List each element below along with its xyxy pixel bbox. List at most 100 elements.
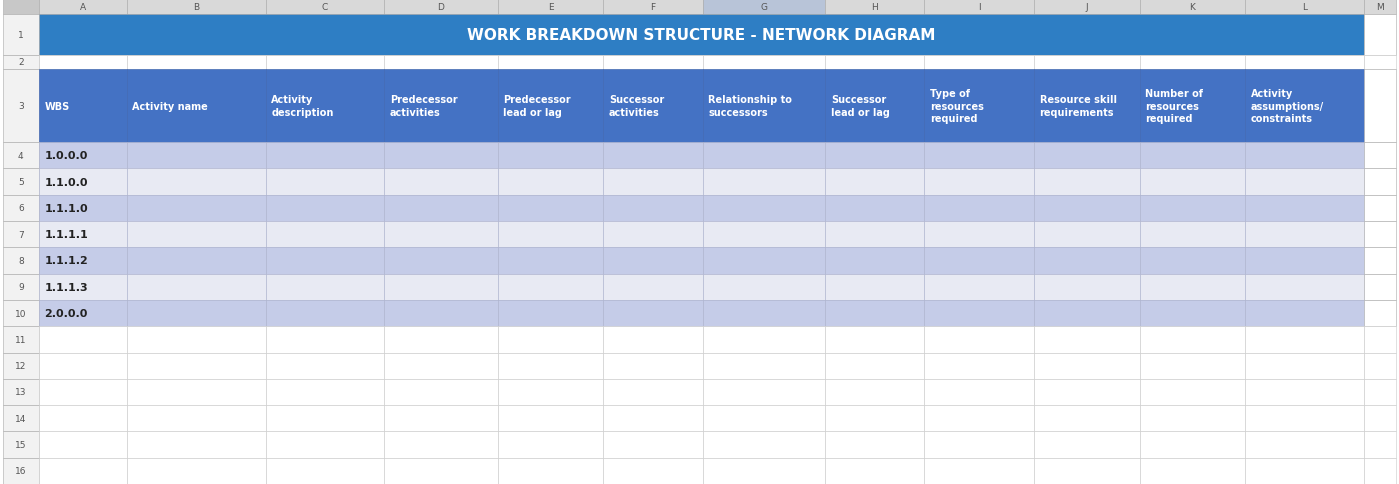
Bar	[266, 379, 385, 405]
Bar	[702, 353, 825, 379]
Bar	[498, 55, 603, 70]
Text: 2: 2	[18, 58, 24, 67]
Text: 13: 13	[15, 388, 27, 397]
Bar	[1364, 458, 1396, 484]
Bar	[266, 327, 385, 353]
Bar	[385, 300, 498, 327]
Bar	[825, 379, 925, 405]
Bar	[1034, 169, 1140, 196]
Bar	[266, 169, 385, 196]
Bar	[3, 0, 39, 15]
Text: 8: 8	[18, 257, 24, 265]
Bar	[266, 300, 385, 327]
Text: Relationship to
successors: Relationship to successors	[708, 95, 792, 118]
Bar	[3, 143, 39, 169]
Bar	[925, 432, 1034, 458]
Bar	[3, 353, 39, 379]
Bar	[39, 222, 126, 248]
Bar	[1140, 327, 1245, 353]
Bar	[126, 300, 266, 327]
Bar	[126, 405, 266, 432]
Bar	[1140, 143, 1245, 169]
Text: 2.0.0.0: 2.0.0.0	[45, 308, 88, 318]
Bar	[825, 327, 925, 353]
Bar	[603, 70, 702, 143]
Bar	[702, 432, 825, 458]
Bar	[1034, 327, 1140, 353]
Bar	[603, 458, 702, 484]
Bar	[266, 196, 385, 222]
Bar	[825, 300, 925, 327]
Bar	[385, 55, 498, 70]
Bar	[603, 274, 702, 300]
Bar	[603, 300, 702, 327]
Bar	[3, 222, 39, 248]
Text: 9: 9	[18, 283, 24, 292]
Bar	[39, 274, 126, 300]
Bar	[39, 196, 126, 222]
Bar	[1140, 300, 1245, 327]
Bar	[498, 353, 603, 379]
Bar	[925, 222, 1034, 248]
Bar	[925, 248, 1034, 274]
Text: M: M	[1377, 3, 1384, 12]
Bar	[1364, 405, 1396, 432]
Bar	[266, 432, 385, 458]
Bar	[266, 405, 385, 432]
Text: 1.1.1.2: 1.1.1.2	[45, 256, 88, 266]
Bar	[498, 222, 603, 248]
Bar	[702, 55, 825, 70]
Bar	[39, 458, 126, 484]
Bar	[3, 458, 39, 484]
Bar	[1245, 353, 1364, 379]
Bar	[126, 248, 266, 274]
Bar	[1140, 458, 1245, 484]
Bar	[39, 248, 126, 274]
Bar	[603, 379, 702, 405]
Text: Activity
description: Activity description	[271, 95, 334, 118]
Bar	[385, 432, 498, 458]
Bar	[1245, 143, 1364, 169]
Bar	[702, 70, 825, 143]
Bar	[3, 169, 39, 196]
Text: 1.1.1.3: 1.1.1.3	[45, 282, 88, 292]
Text: WBS: WBS	[45, 102, 70, 111]
Bar	[3, 248, 39, 274]
Bar	[126, 379, 266, 405]
Text: Predecessor
activities: Predecessor activities	[390, 95, 457, 118]
Bar	[498, 248, 603, 274]
Bar	[1245, 248, 1364, 274]
Bar	[266, 248, 385, 274]
Bar	[1364, 353, 1396, 379]
Bar	[1364, 55, 1396, 70]
Bar	[3, 300, 39, 327]
Text: J: J	[1086, 3, 1088, 12]
Bar	[702, 300, 825, 327]
Bar	[385, 0, 498, 15]
Bar	[39, 300, 126, 327]
Bar	[1245, 458, 1364, 484]
Bar	[1364, 143, 1396, 169]
Bar	[126, 458, 266, 484]
Bar	[925, 55, 1034, 70]
Bar	[702, 143, 825, 169]
Bar	[825, 196, 925, 222]
Text: 16: 16	[15, 467, 27, 475]
Bar	[1364, 222, 1396, 248]
Bar	[603, 196, 702, 222]
Bar	[498, 143, 603, 169]
Bar	[1245, 274, 1364, 300]
Bar	[385, 248, 498, 274]
Bar	[385, 169, 498, 196]
Bar	[1034, 458, 1140, 484]
Text: K: K	[1189, 3, 1196, 12]
Bar	[1245, 222, 1364, 248]
Text: WORK BREAKDOWN STRUCTURE - NETWORK DIAGRAM: WORK BREAKDOWN STRUCTURE - NETWORK DIAGR…	[467, 28, 936, 43]
Text: E: E	[548, 3, 554, 12]
Bar	[1034, 70, 1140, 143]
Bar	[39, 432, 126, 458]
Bar	[1034, 143, 1140, 169]
Bar	[39, 0, 126, 15]
Bar	[702, 327, 825, 353]
Bar	[1364, 248, 1396, 274]
